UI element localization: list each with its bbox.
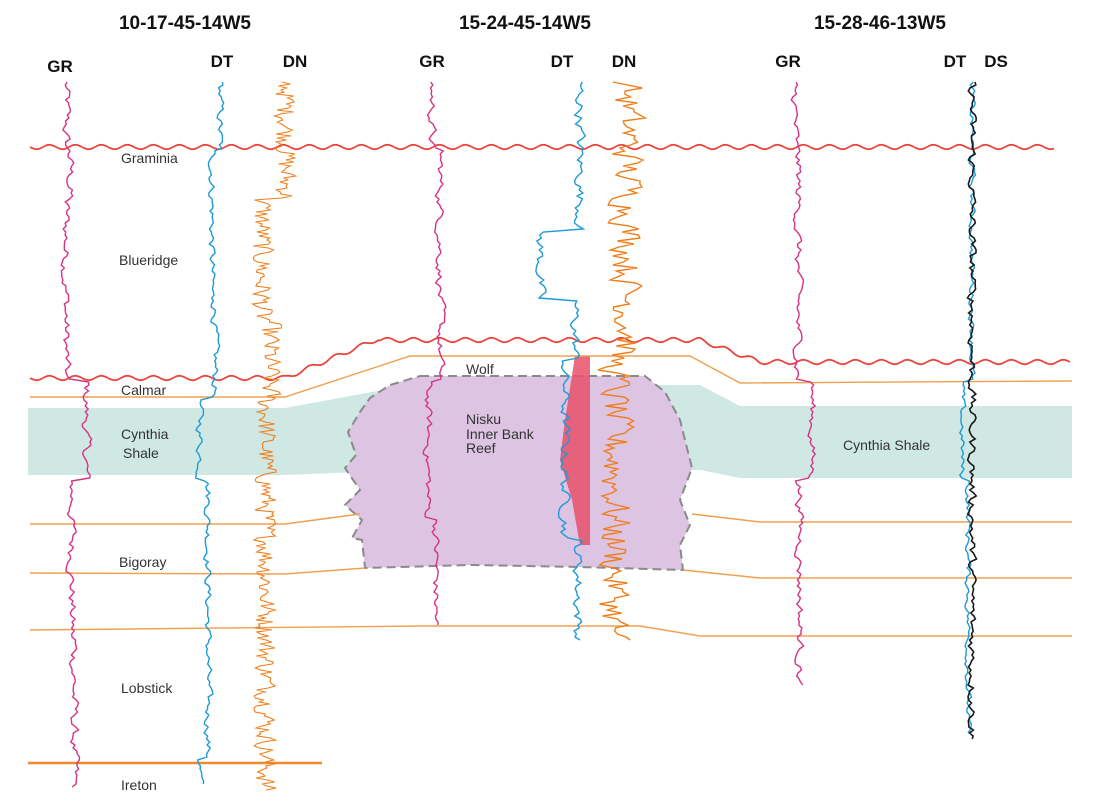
- well-title-3: 15-28-46-13W5: [814, 13, 946, 34]
- formation-graminia: Graminia: [121, 150, 178, 166]
- dn-curve-well1: [251, 81, 298, 791]
- horizon-calmar-top: [30, 355, 1073, 398]
- track-label-gr-3: GR: [775, 52, 801, 71]
- gr-curve-well3: [790, 81, 817, 686]
- formation-cynthia-shale-2: Shale: [123, 445, 159, 461]
- track-label-dt-1: DT: [211, 52, 234, 71]
- formation-wolf: Wolf: [466, 361, 494, 377]
- well-title-2: 15-24-45-14W5: [459, 13, 591, 34]
- unconformity-graminia: [29, 143, 1055, 151]
- log-curves: [60, 81, 978, 791]
- formation-ireton: Ireton: [121, 777, 157, 793]
- horizon-bigoray: [29, 567, 366, 575]
- horizon-cynthia-base: [30, 513, 361, 525]
- track-label-gr-2: GR: [419, 52, 445, 71]
- horizon-lines: [29, 355, 1073, 637]
- horizon-bigoray-right: [682, 569, 1072, 579]
- track-label-dt-3: DT: [944, 52, 967, 71]
- track-label-dn-2: DN: [612, 52, 637, 71]
- track-label-dn-1: DN: [283, 52, 308, 71]
- reef-label-line1: Nisku: [466, 411, 501, 427]
- track-label-dt-2: DT: [551, 52, 574, 71]
- reef-label-line3: Reef: [466, 440, 496, 456]
- track-label-ds-3: DS: [984, 52, 1008, 71]
- formation-lobstick: Lobstick: [121, 680, 173, 696]
- well-title-1: 10-17-45-14W5: [119, 13, 251, 34]
- unconformity-wolf: [29, 336, 1071, 382]
- reef-label-line2: Inner Bank: [466, 426, 535, 442]
- gr-curve-well2: [422, 81, 447, 626]
- formation-cynthia-shale-right: Cynthia Shale: [843, 437, 930, 453]
- formation-cynthia-shale-1: Cynthia: [121, 426, 169, 442]
- formation-bigoray: Bigoray: [119, 554, 166, 570]
- dt-curve-well1: [194, 81, 225, 785]
- reef-core-highlight: [560, 356, 590, 545]
- dn-curve-well2: [597, 81, 648, 641]
- horizon-lobstick: [29, 625, 1072, 637]
- formation-calmar: Calmar: [121, 382, 166, 398]
- horizon-cynthia-base-right: [691, 513, 1072, 523]
- gr-curve-well1: [60, 81, 93, 788]
- reef-body: [343, 375, 694, 572]
- formation-blueridge: Blueridge: [119, 252, 178, 268]
- ds-curve-well3: [966, 81, 978, 740]
- dt-curve-well2: [535, 81, 587, 641]
- track-label-gr-1: GR: [47, 57, 73, 76]
